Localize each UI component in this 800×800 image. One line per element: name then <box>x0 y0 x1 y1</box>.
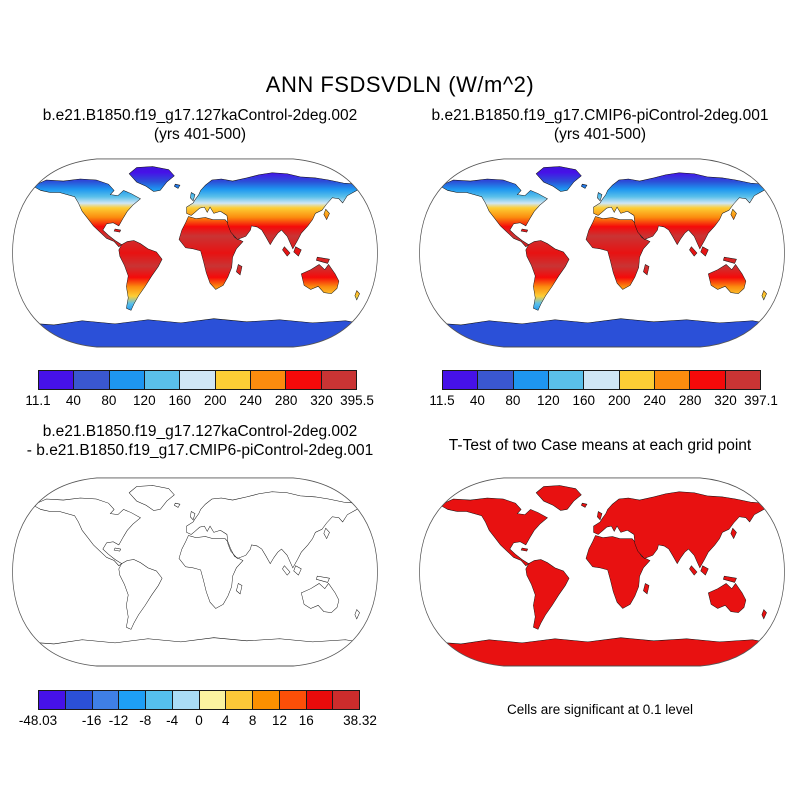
colorbar-segment <box>215 371 251 389</box>
colorbar-segment <box>250 371 287 389</box>
colorbar-segment <box>226 691 253 709</box>
colorbar-segment <box>253 691 280 709</box>
colorbar-tick-label: 240 <box>643 393 666 408</box>
colorbar-segment <box>199 691 227 709</box>
colorbar-labels: -48.03 -16 -12 -8 -4 0 4 8 12 16 38.32 <box>19 713 377 731</box>
colorbar-labels: 11.5 40 80 120 160 200 240 280 320 397.1 <box>429 393 778 411</box>
colorbar-tick-label: 200 <box>203 393 227 408</box>
colorbar-top-left: 11.1 40 80 120 160 200 240 280 320 395.5 <box>25 370 374 411</box>
panel-title-top-right: b.e21.B1850.f19_g17.CMIP6-piControl-2deg… <box>400 106 800 144</box>
colorbar-tick-label: -8 <box>139 713 152 728</box>
colorbar-tick-label: 8 <box>248 713 257 728</box>
world-map-ttest <box>418 470 786 674</box>
colorbar-tick-label: 16 <box>298 713 314 728</box>
colorbar-segment <box>286 371 322 389</box>
colorbar-segment <box>443 371 479 389</box>
colorbar-segment <box>654 371 691 389</box>
colorbar-tick-label: -12 <box>108 713 129 728</box>
colorbar-segment <box>109 371 145 389</box>
ttest-title: T-Test of two Case means at each grid po… <box>448 437 752 454</box>
colorbar-segment <box>619 371 655 389</box>
colorbar-segment <box>39 691 66 709</box>
colorbar-tick-label: 12 <box>271 713 288 728</box>
years-range: (yrs 401-500) <box>153 126 247 143</box>
colorbar-segment <box>92 691 120 709</box>
colorbar-segment <box>513 371 549 389</box>
colorbar-tick-label: -16 <box>81 713 102 728</box>
colorbar-bottom-left: -48.03 -16 -12 -8 -4 0 4 8 12 16 38.32 <box>19 690 377 731</box>
colorbar-strip <box>442 370 761 390</box>
colorbar-tick-label: -4 <box>166 713 179 728</box>
colorbar-tick-label: 280 <box>678 393 702 408</box>
colorbar-tick-label: 200 <box>607 393 631 408</box>
colorbar-segment <box>146 691 173 709</box>
projection-outline <box>11 477 379 667</box>
colorbar-tick-label: 160 <box>168 393 192 408</box>
colorbar-segment <box>548 371 585 389</box>
colorbar-tick-label: 80 <box>101 393 117 408</box>
colorbar-segment <box>65 691 93 709</box>
land-climatology <box>25 165 365 348</box>
colorbar-segment <box>321 371 356 389</box>
difference-shading <box>25 485 365 666</box>
world-map-case1 <box>11 151 379 355</box>
colorbar-tick-label: 320 <box>310 393 333 408</box>
case-name-subtracted: - b.e21.B1850.f19_g17.CMIP6-piControl-2d… <box>26 442 374 459</box>
colorbar-segment <box>144 371 181 389</box>
colorbar-tick-label: 120 <box>537 393 560 408</box>
colorbar-tick-label: 0 <box>195 713 203 728</box>
colorbar-segment <box>478 371 514 389</box>
coastlines <box>25 484 365 667</box>
colorbar-segment <box>584 371 620 389</box>
colorbar-segment <box>333 691 359 709</box>
colorbar-tick-label: 397.1 <box>744 393 778 408</box>
colorbar-tick-label: 11.5 <box>429 393 455 408</box>
colorbar-tick-label: 40 <box>65 393 81 408</box>
colorbar-tick-label: 80 <box>505 393 521 408</box>
case-name: b.e21.B1850.f19_g17.127kaControl-2deg.00… <box>42 423 358 440</box>
colorbar-segment <box>180 371 216 389</box>
significance-shading <box>432 484 772 667</box>
colorbar-segment <box>306 691 334 709</box>
colorbar-tick-label: -48.03 <box>18 713 58 728</box>
years-range: (yrs 401-500) <box>553 126 647 143</box>
panel-title-top-left: b.e21.B1850.f19_g17.127kaControl-2deg.00… <box>0 106 400 144</box>
colorbar-tick-label: 11.1 <box>25 393 51 408</box>
colorbar-segment <box>74 371 110 389</box>
colorbar-tick-label: 395.5 <box>340 393 374 408</box>
colorbar-tick-label: 38.32 <box>343 713 377 728</box>
colorbar-segment <box>279 691 307 709</box>
colorbar-segment <box>119 691 146 709</box>
colorbar-segment <box>690 371 726 389</box>
land-climatology <box>432 165 772 348</box>
colorbar-tick-label: 40 <box>469 393 485 408</box>
panel-title-bottom-right: T-Test of two Case means at each grid po… <box>400 436 800 455</box>
colorbar-top-right: 11.5 40 80 120 160 200 240 280 320 397.1 <box>429 370 778 411</box>
colorbar-tick-label: 320 <box>714 393 737 408</box>
colorbar-segment <box>172 691 200 709</box>
colorbar-tick-label: 160 <box>572 393 596 408</box>
colorbar-tick-label: 240 <box>239 393 262 408</box>
significance-caption: Cells are significant at 0.1 level <box>506 702 694 717</box>
colorbar-segment <box>725 371 760 389</box>
figure-title: ANN FSDSVDLN (W/m^2) <box>265 72 535 97</box>
colorbar-strip <box>38 690 360 710</box>
colorbar-segment <box>39 371 75 389</box>
world-map-case2 <box>418 151 786 355</box>
colorbar-tick-label: 120 <box>133 393 156 408</box>
case-name: b.e21.B1850.f19_g17.127kaControl-2deg.00… <box>42 107 358 124</box>
world-map-difference <box>11 470 379 674</box>
colorbar-tick-label: 280 <box>274 393 298 408</box>
colorbar-labels: 11.1 40 80 120 160 200 240 280 320 395.5 <box>25 393 374 411</box>
colorbar-tick-label: 4 <box>222 713 230 728</box>
colorbar-strip <box>38 370 357 390</box>
case-name: b.e21.B1850.f19_g17.CMIP6-piControl-2deg… <box>431 107 769 124</box>
panel-title-bottom-left: b.e21.B1850.f19_g17.127kaControl-2deg.00… <box>0 422 400 460</box>
